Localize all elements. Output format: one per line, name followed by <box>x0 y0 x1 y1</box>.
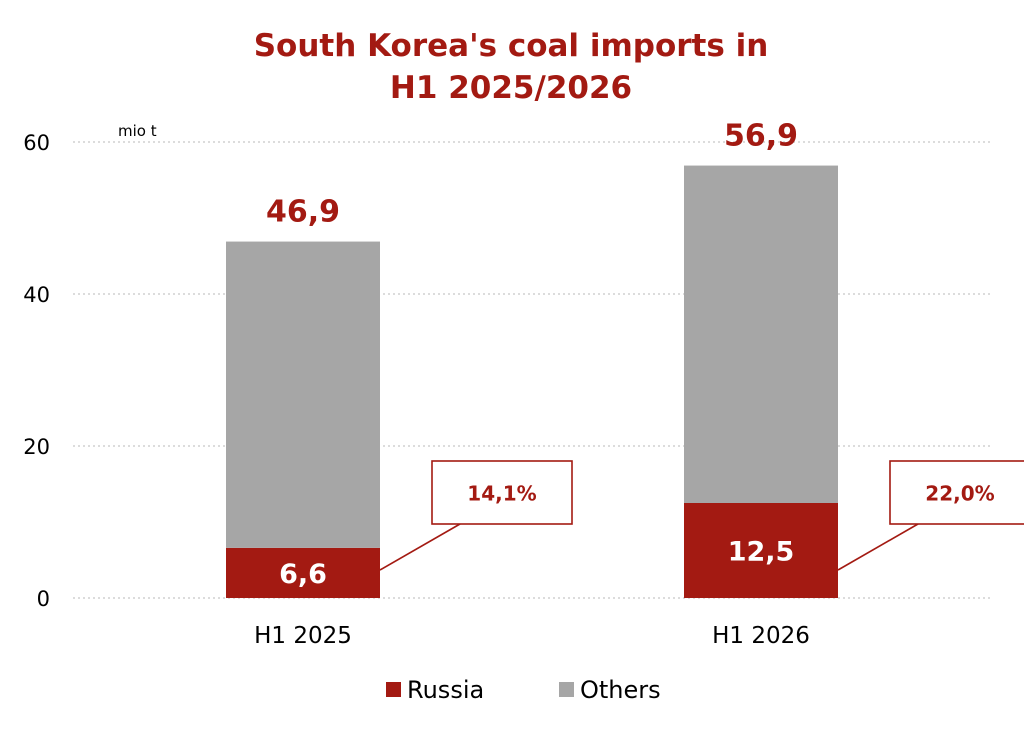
share-callout-box-1 <box>889 460 1024 525</box>
bar-russia-0 <box>226 547 380 598</box>
chart-title-line-1: South Korea's coal imports in <box>254 28 769 64</box>
bar-others-0 <box>226 241 380 548</box>
bar-russia-1 <box>684 503 838 598</box>
russia-value-label-0: 6,6 <box>279 559 327 590</box>
total-label-0: 46,9 <box>266 195 340 230</box>
x-category-label-1: H1 2026 <box>712 623 810 649</box>
legend-label-russia: Russia <box>407 676 484 704</box>
legend-swatch-russia <box>386 682 401 697</box>
bar-others-1 <box>684 165 838 503</box>
legend-label-others: Others <box>580 676 661 704</box>
share-callout-leader-0 <box>379 523 461 571</box>
russia-share-label-0: 14,1% <box>467 482 536 506</box>
y-tick-label-60: 60 <box>23 131 50 155</box>
total-label-1: 56,9 <box>724 119 798 154</box>
y-tick-label-20: 20 <box>23 435 50 459</box>
unit-label: mio t <box>118 122 157 140</box>
russia-value-label-1: 12,5 <box>728 537 795 568</box>
y-tick-label-0: 0 <box>37 587 50 611</box>
chart-title-line-2: H1 2025/2026 <box>390 70 632 106</box>
share-callout-leader-1 <box>837 523 919 571</box>
y-tick-label-40: 40 <box>23 283 50 307</box>
russia-share-label-1: 22,0% <box>925 482 994 506</box>
legend-swatch-others <box>559 682 574 697</box>
share-callout-box-0 <box>431 460 573 525</box>
x-category-label-0: H1 2025 <box>254 623 352 649</box>
